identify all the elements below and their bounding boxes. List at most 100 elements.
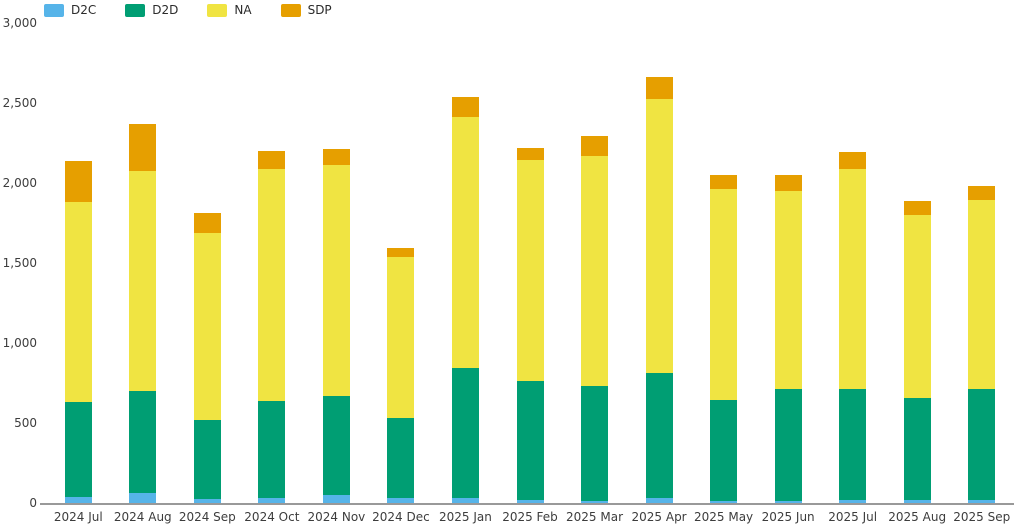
x-tick-label-2024-nov: 2024 Nov: [307, 510, 366, 524]
y-tick-label-1000: 1,000: [2, 336, 37, 350]
bar-segment-sdp-2024-jul[interactable]: [64, 160, 92, 203]
bar-2025-jan: [451, 97, 479, 503]
legend-swatch-d2d: [125, 4, 146, 17]
bar-segment-sdp-2024-dec[interactable]: [387, 247, 415, 258]
bar-segment-d2d-2025-may[interactable]: [710, 399, 738, 501]
y-tick-label-500: 500: [14, 416, 37, 430]
bar-segment-d2d-2025-aug[interactable]: [903, 398, 931, 500]
bar-segment-sdp-2024-nov[interactable]: [322, 149, 350, 165]
bar-2024-sep: [193, 213, 221, 503]
x-tick-label-2025-mar: 2025 Mar: [566, 510, 624, 524]
bar-segment-sdp-2025-aug[interactable]: [903, 200, 931, 215]
bar-segment-sdp-2025-mar[interactable]: [581, 135, 609, 156]
bar-segment-sdp-2025-sep[interactable]: [968, 186, 996, 200]
bar-segment-na-2024-aug[interactable]: [129, 170, 157, 391]
bar-segment-d2c-2024-dec[interactable]: [387, 498, 415, 503]
bar-segment-na-2024-nov[interactable]: [322, 164, 350, 396]
bar-segment-d2d-2025-sep[interactable]: [968, 389, 996, 500]
bar-2024-nov: [322, 149, 350, 503]
bar-segment-d2c-2024-oct[interactable]: [258, 498, 286, 503]
bar-segment-sdp-2025-jul[interactable]: [839, 151, 867, 170]
legend-label: NA: [234, 3, 252, 17]
bar-segment-sdp-2024-aug[interactable]: [129, 123, 157, 171]
bar-segment-sdp-2025-jan[interactable]: [451, 97, 479, 117]
bar-segment-d2d-2024-oct[interactable]: [258, 401, 286, 499]
x-tick-label-2025-apr: 2025 Apr: [631, 510, 687, 524]
x-tick-label-2025-sep: 2025 Sep: [953, 510, 1011, 524]
x-tick-label-2025-aug: 2025 Aug: [888, 510, 947, 524]
bar-2025-jun: [774, 175, 802, 503]
bar-segment-d2c-2025-jan[interactable]: [451, 498, 479, 503]
bar-segment-sdp-2024-sep[interactable]: [193, 213, 221, 233]
bar-segment-na-2025-aug[interactable]: [903, 214, 931, 399]
bar-2024-oct: [258, 151, 286, 503]
bar-segment-sdp-2025-feb[interactable]: [516, 147, 544, 160]
legend-swatch-sdp: [280, 4, 301, 17]
bar-segment-na-2025-jul[interactable]: [839, 169, 867, 389]
bar-segment-d2c-2025-sep[interactable]: [968, 499, 996, 503]
bar-2025-jul: [839, 151, 867, 503]
bar-segment-d2c-2025-mar[interactable]: [581, 500, 609, 503]
bar-2025-apr: [645, 77, 673, 503]
bar-segment-d2d-2024-nov[interactable]: [322, 395, 350, 495]
bar-segment-d2d-2024-jul[interactable]: [64, 402, 92, 498]
bar-segment-na-2024-dec[interactable]: [387, 257, 415, 419]
bar-2024-dec: [387, 247, 415, 503]
legend-item-sdp[interactable]: SDP: [280, 4, 332, 17]
bar-segment-d2c-2025-jul[interactable]: [839, 499, 867, 503]
chart-legend: D2C D2D NA SDP: [44, 4, 361, 17]
bar-segment-d2d-2025-apr[interactable]: [645, 373, 673, 499]
bar-segment-sdp-2025-jun[interactable]: [774, 175, 802, 191]
bar-2025-aug: [903, 200, 931, 503]
bar-segment-d2c-2024-jul[interactable]: [64, 497, 92, 503]
bar-2025-feb: [516, 147, 544, 503]
bar-segment-d2d-2025-jul[interactable]: [839, 388, 867, 500]
bar-segment-d2d-2025-feb[interactable]: [516, 380, 544, 500]
x-tick-label-2025-feb: 2025 Feb: [502, 510, 558, 524]
bar-segment-d2d-2024-sep[interactable]: [193, 419, 221, 499]
bar-segment-na-2025-apr[interactable]: [645, 98, 673, 374]
bar-segment-d2c-2025-aug[interactable]: [903, 499, 931, 503]
bar-segment-na-2024-sep[interactable]: [193, 232, 221, 420]
bar-segment-d2c-2025-feb[interactable]: [516, 499, 544, 503]
bar-segment-na-2025-sep[interactable]: [968, 199, 996, 390]
x-tick-label-2024-jul: 2024 Jul: [53, 510, 103, 524]
bar-segment-na-2025-jun[interactable]: [774, 191, 802, 390]
bar-segment-d2c-2024-sep[interactable]: [193, 498, 221, 503]
bar-segment-d2c-2025-jun[interactable]: [774, 500, 802, 503]
bar-segment-na-2025-mar[interactable]: [581, 155, 609, 387]
bar-segment-d2d-2025-jan[interactable]: [451, 367, 479, 499]
legend-swatch-na: [207, 4, 228, 17]
bar-segment-d2c-2025-apr[interactable]: [645, 498, 673, 503]
y-tick-label-2000: 2,000: [2, 176, 37, 190]
bar-2025-sep: [968, 186, 996, 503]
x-axis-line: [40, 503, 1014, 505]
bar-segment-na-2024-jul[interactable]: [64, 202, 92, 403]
bar-segment-d2d-2024-aug[interactable]: [129, 390, 157, 494]
y-tick-label-0: 0: [29, 496, 37, 510]
x-tick-label-2025-jan: 2025 Jan: [439, 510, 492, 524]
legend-item-d2d[interactable]: D2D: [125, 4, 178, 17]
bar-segment-na-2025-jan[interactable]: [451, 116, 479, 368]
x-tick-label-2024-sep: 2024 Sep: [178, 510, 236, 524]
x-tick-label-2024-oct: 2024 Oct: [244, 510, 300, 524]
bar-segment-d2c-2024-aug[interactable]: [129, 493, 157, 503]
bar-segment-d2c-2024-nov[interactable]: [322, 494, 350, 503]
bar-segment-na-2025-feb[interactable]: [516, 159, 544, 381]
bar-segment-sdp-2024-oct[interactable]: [258, 151, 286, 170]
legend-swatch-d2c: [44, 4, 64, 17]
bar-segment-sdp-2025-may[interactable]: [710, 175, 738, 190]
bar-segment-d2d-2025-mar[interactable]: [581, 386, 609, 501]
bar-segment-d2d-2024-dec[interactable]: [387, 418, 415, 499]
bar-segment-na-2024-oct[interactable]: [258, 169, 286, 402]
legend-item-d2c[interactable]: D2C: [44, 4, 96, 17]
bar-segment-d2d-2025-jun[interactable]: [774, 389, 802, 501]
legend-item-na[interactable]: NA: [207, 3, 252, 17]
bar-segment-na-2025-may[interactable]: [710, 189, 738, 400]
bar-segment-d2c-2025-may[interactable]: [710, 500, 738, 503]
bar-2025-mar: [581, 135, 609, 503]
y-tick-label-1500: 1,500: [2, 256, 37, 270]
bar-segment-sdp-2025-apr[interactable]: [645, 77, 673, 99]
x-tick-label-2025-may: 2025 May: [694, 510, 754, 524]
